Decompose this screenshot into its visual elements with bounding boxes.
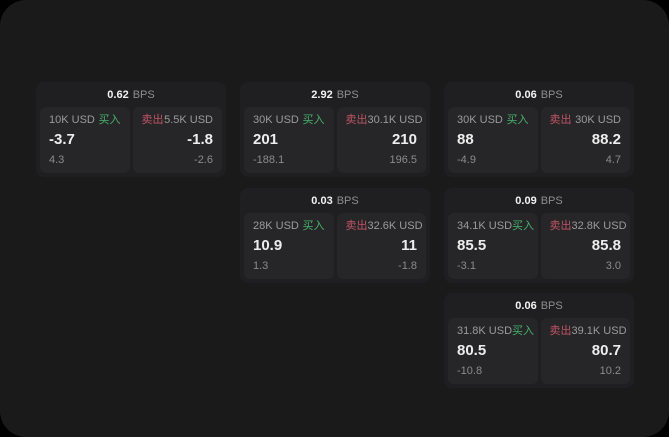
bps-unit-label: BPS [132,88,155,101]
bps-value: 0.03 [311,194,333,207]
bps-unit-label: BPS [540,88,563,101]
sell-quote-tile[interactable]: 卖出 30.1K USD 210 196.5 [336,107,426,173]
sell-price: 88.2 [591,131,621,148]
sell-price: 80.7 [591,342,621,359]
buy-sub-value: -188.1 [253,154,285,166]
sell-sub-value: -1.8 [398,260,417,272]
buy-price: 85.5 [457,237,487,254]
bps-unit-label: BPS [540,299,563,312]
buy-price: 10.9 [253,237,283,254]
sell-quote-tile[interactable]: 卖出 39.1K USD 80.7 10.2 [540,318,630,384]
sell-sub-value: 3.0 [605,260,621,272]
sell-price: 11 [401,237,417,254]
buy-amount: 30K USD [253,114,299,126]
buy-sub-value: -3.1 [457,260,476,272]
buy-price: 80.5 [457,342,487,359]
sell-side-label: 卖出 [549,114,572,126]
buy-sub-value: 4.3 [49,154,65,166]
quote-card-6: 0.06 BPS 31.8K USD 买入 80.5 -10.8 卖出 39.1… [444,293,634,388]
card-header: 0.06 BPS [448,293,630,318]
sell-amount: 30.1K USD [367,114,423,126]
buy-side-label: 买入 [302,114,325,126]
buy-price: 88 [457,131,474,148]
card-header: 2.92 BPS [244,82,426,107]
quote-card-5: 0.09 BPS 34.1K USD 买入 85.5 -3.1 卖出 32.8K… [444,188,634,283]
buy-side-label: 买入 [98,114,121,126]
sell-side-label: 卖出 [345,220,368,232]
sell-side-label: 卖出 [549,325,572,337]
buy-price: -3.7 [49,131,75,148]
sell-amount: 32.6K USD [367,220,423,232]
buy-sub-value: -4.9 [457,154,476,166]
sell-sub-value: 196.5 [389,154,417,166]
buy-amount: 31.8K USD [457,325,513,337]
sell-sub-value: -2.6 [194,154,213,166]
buy-quote-tile[interactable]: 28K USD 买入 10.9 1.3 [244,213,334,279]
bps-value: 0.06 [515,88,537,101]
sell-price: 85.8 [591,237,621,254]
bps-unit-label: BPS [336,88,359,101]
buy-amount: 34.1K USD [457,220,513,232]
buy-sub-value: -10.8 [457,365,483,377]
buy-quote-tile[interactable]: 30K USD 买入 201 -188.1 [244,107,334,173]
sell-amount: 5.5K USD [164,114,213,126]
quote-card-2: 2.92 BPS 30K USD 买入 201 -188.1 卖出 30.1K … [240,82,430,177]
buy-amount: 10K USD [49,114,95,126]
sell-amount: 30K USD [575,114,621,126]
sell-quote-tile[interactable]: 卖出 32.8K USD 85.8 3.0 [540,213,630,279]
quote-card-4: 0.03 BPS 28K USD 买入 10.9 1.3 卖出 32.6K US… [240,188,430,283]
buy-side-label: 买入 [302,220,325,232]
bps-value: 0.06 [515,299,537,312]
buy-price: 201 [253,131,279,148]
buy-quote-tile[interactable]: 30K USD 买入 88 -4.9 [448,107,538,173]
bps-unit-label: BPS [336,194,359,207]
bps-value: 0.62 [107,88,129,101]
sell-side-label: 卖出 [141,114,164,126]
sell-price: 210 [391,131,417,148]
quote-card-1: 0.62 BPS 10K USD 买入 -3.7 4.3 卖出 5.5K USD… [36,82,226,177]
buy-amount: 30K USD [457,114,503,126]
quote-card-3: 0.06 BPS 30K USD 买入 88 -4.9 卖出 30K USD 8… [444,82,634,177]
sell-amount: 32.8K USD [571,220,627,232]
sell-amount: 39.1K USD [571,325,627,337]
sell-quote-tile[interactable]: 卖出 32.6K USD 11 -1.8 [336,213,426,279]
card-header: 0.09 BPS [448,188,630,213]
card-header: 0.03 BPS [244,188,426,213]
sell-price: -1.8 [187,131,213,148]
card-header: 0.06 BPS [448,82,630,107]
bps-unit-label: BPS [540,194,563,207]
sell-quote-tile[interactable]: 卖出 30K USD 88.2 4.7 [540,107,630,173]
buy-side-label: 买入 [512,220,535,232]
bps-value: 0.09 [515,194,537,207]
buy-quote-tile[interactable]: 31.8K USD 买入 80.5 -10.8 [448,318,538,384]
sell-quote-tile[interactable]: 卖出 5.5K USD -1.8 -2.6 [132,107,222,173]
buy-quote-tile[interactable]: 34.1K USD 买入 85.5 -3.1 [448,213,538,279]
buy-side-label: 买入 [512,325,535,337]
buy-quote-tile[interactable]: 10K USD 买入 -3.7 4.3 [40,107,130,173]
sell-sub-value: 10.2 [599,365,621,377]
buy-sub-value: 1.3 [253,260,269,272]
sell-sub-value: 4.7 [605,154,621,166]
buy-side-label: 买入 [506,114,529,126]
sell-side-label: 卖出 [549,220,572,232]
sell-side-label: 卖出 [345,114,368,126]
card-header: 0.62 BPS [40,82,222,107]
buy-amount: 28K USD [253,220,299,232]
bps-value: 2.92 [311,88,333,101]
